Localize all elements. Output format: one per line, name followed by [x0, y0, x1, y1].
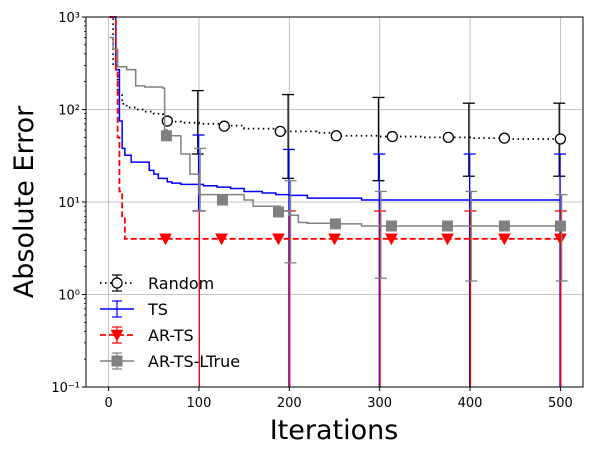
- data-point: [497, 233, 511, 246]
- data-point: [554, 220, 566, 232]
- data-point: [272, 206, 284, 218]
- legend-entry: AR-TS-LTrue: [100, 352, 240, 371]
- series-line: [109, 16, 561, 201]
- data-point: [441, 233, 454, 246]
- data-point: [274, 125, 286, 138]
- legend-label: AR-TS-LTrue: [148, 352, 240, 371]
- series-ts: [109, 16, 567, 387]
- data-point: [554, 133, 567, 145]
- series-ar-ts-ltrue: [109, 36, 568, 282]
- x-tick-label: 400: [458, 396, 483, 411]
- data-point: [215, 233, 228, 246]
- x-tick-label: 300: [367, 396, 392, 411]
- data-point: [159, 233, 172, 246]
- x-tick-label: 100: [187, 396, 212, 411]
- legend-marker: [111, 277, 123, 289]
- y-axis-label: Absolute Error: [9, 105, 40, 298]
- series-random: [109, 16, 567, 182]
- data-point: [385, 233, 398, 246]
- data-point: [160, 130, 172, 142]
- data-point: [218, 120, 230, 132]
- data-point: [272, 233, 285, 246]
- data-point: [386, 130, 398, 143]
- series-line: [109, 16, 561, 240]
- y-tick-label: 10³: [58, 11, 80, 26]
- axis-ticks: 0 100 200 300 400 500 10⁻¹ 10⁰ 10¹ 10² 10³: [51, 11, 572, 411]
- series-ar-ts: [109, 16, 567, 387]
- y-tick-label: 10⁰: [58, 289, 80, 304]
- x-tick-label: 0: [104, 396, 112, 411]
- data-point: [498, 220, 510, 232]
- legend-entry: Random: [100, 274, 214, 293]
- legend-entry: AR-TS: [100, 326, 194, 345]
- series-layer: [109, 16, 568, 387]
- data-point: [553, 233, 567, 246]
- legend: Random TS AR-TS AR-TS-LTrue: [100, 274, 240, 371]
- y-tick-label: 10¹: [58, 196, 80, 211]
- x-tick-label: 200: [277, 396, 302, 411]
- data-point: [441, 220, 453, 232]
- series-line: [109, 36, 561, 227]
- y-tick-label: 10²: [58, 104, 80, 119]
- legend-label: TS: [147, 300, 168, 319]
- data-point: [442, 131, 455, 143]
- legend-marker: [111, 355, 123, 367]
- legend-label: Random: [148, 274, 214, 293]
- data-point: [498, 132, 511, 144]
- data-point: [329, 218, 341, 230]
- data-point: [328, 233, 341, 246]
- data-point: [161, 115, 173, 127]
- data-point: [330, 130, 342, 142]
- x-axis-label: Iterations: [270, 415, 399, 446]
- data-point: [216, 194, 228, 206]
- series-line: [109, 16, 561, 140]
- y-tick-label: 10⁻¹: [51, 381, 80, 396]
- legend-label: AR-TS: [148, 326, 194, 345]
- legend-marker: [110, 329, 124, 342]
- legend-entry: TS: [100, 300, 168, 319]
- x-tick-label: 500: [548, 396, 573, 411]
- data-point: [385, 220, 397, 232]
